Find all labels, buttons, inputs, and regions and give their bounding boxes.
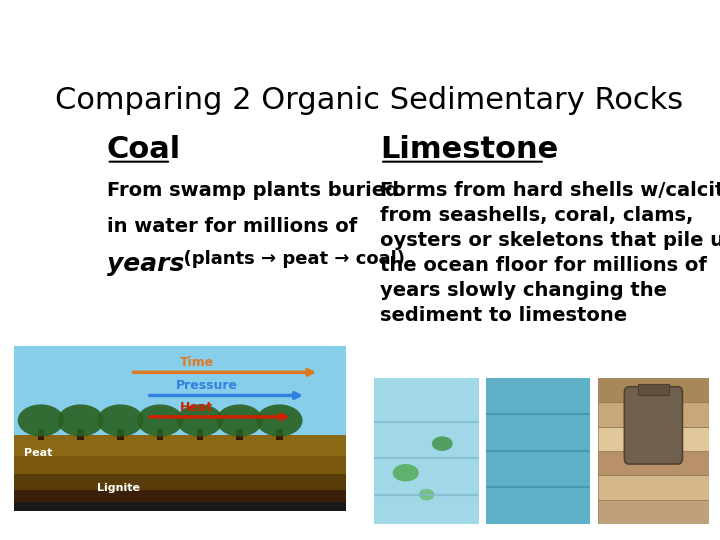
FancyBboxPatch shape <box>14 474 346 490</box>
FancyBboxPatch shape <box>157 429 163 440</box>
Text: Time: Time <box>179 356 214 369</box>
Bar <box>598 500 709 524</box>
Text: years: years <box>107 252 184 276</box>
Text: Comparing 2 Organic Sedimentary Rocks: Comparing 2 Organic Sedimentary Rocks <box>55 85 683 114</box>
Text: Limestone: Limestone <box>380 136 559 165</box>
Bar <box>638 384 669 395</box>
Text: Forms from hard shells w/calcite
from seashells, coral, clams,
oysters or skelet: Forms from hard shells w/calcite from se… <box>380 181 720 325</box>
Ellipse shape <box>176 404 223 436</box>
Ellipse shape <box>137 404 184 436</box>
Text: in water for millions of: in water for millions of <box>107 217 357 235</box>
FancyBboxPatch shape <box>14 435 346 456</box>
Ellipse shape <box>58 404 104 436</box>
FancyBboxPatch shape <box>14 456 346 474</box>
Text: Peat: Peat <box>24 448 53 457</box>
Ellipse shape <box>432 436 453 451</box>
Bar <box>598 378 709 402</box>
FancyBboxPatch shape <box>77 429 84 440</box>
Bar <box>598 475 709 500</box>
Ellipse shape <box>419 489 434 501</box>
Text: (plants → peat → coal): (plants → peat → coal) <box>171 250 405 268</box>
FancyBboxPatch shape <box>14 502 346 511</box>
Text: Pressure: Pressure <box>176 379 238 392</box>
Ellipse shape <box>18 404 64 436</box>
Text: Coal: Coal <box>246 512 274 523</box>
FancyBboxPatch shape <box>197 429 203 440</box>
FancyBboxPatch shape <box>14 490 346 502</box>
FancyBboxPatch shape <box>117 429 124 440</box>
Text: Heat: Heat <box>180 401 213 414</box>
Bar <box>598 451 709 475</box>
Text: Coal: Coal <box>107 136 181 165</box>
Bar <box>598 402 709 427</box>
Ellipse shape <box>217 404 263 436</box>
Bar <box>598 427 709 451</box>
FancyBboxPatch shape <box>14 346 346 435</box>
Text: Lignite: Lignite <box>97 483 140 493</box>
Text: From swamp plants buried: From swamp plants buried <box>107 181 399 200</box>
FancyBboxPatch shape <box>276 429 283 440</box>
FancyBboxPatch shape <box>37 429 44 440</box>
FancyBboxPatch shape <box>236 429 243 440</box>
FancyBboxPatch shape <box>624 387 683 464</box>
Ellipse shape <box>97 404 143 436</box>
Ellipse shape <box>392 464 419 482</box>
Ellipse shape <box>256 404 302 436</box>
